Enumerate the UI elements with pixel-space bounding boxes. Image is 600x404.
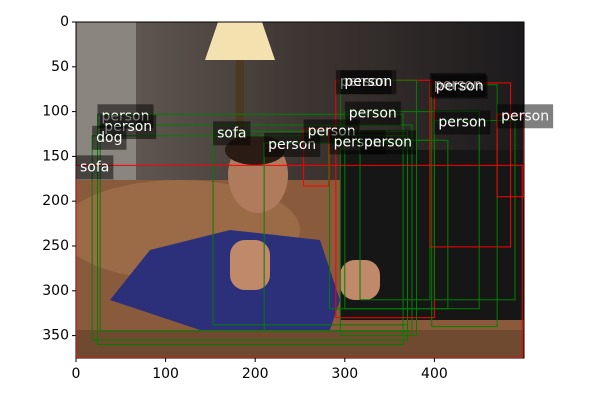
box-label: person: [501, 108, 549, 124]
detection-labels: sofa person person dog sofa person person perso…: [76, 70, 554, 180]
box-label: dog: [96, 130, 122, 146]
label-background: [360, 130, 417, 155]
label-background: [213, 121, 251, 146]
bounding-box: [97, 113, 404, 346]
label-background: [434, 110, 491, 135]
label-background: [340, 70, 397, 95]
box-label: sofa: [217, 125, 246, 141]
x-tick-label: 300: [331, 366, 358, 382]
box-label: person: [344, 74, 392, 90]
y-tick-label: 200: [42, 193, 69, 209]
y-tick-label: 150: [42, 148, 69, 164]
y-tick-label: 0: [60, 14, 69, 30]
y-tick-label: 50: [51, 59, 69, 75]
box-label: person: [364, 134, 412, 150]
box-label: person: [349, 106, 397, 122]
box-label: person: [438, 115, 486, 131]
label-background: [497, 104, 554, 129]
box-label: sofa: [80, 159, 109, 175]
label-background: [344, 101, 401, 126]
label-background: [92, 125, 127, 150]
label-background: [76, 155, 114, 180]
photo: [76, 22, 524, 358]
label-background: [431, 74, 488, 99]
x-tick-label: 100: [152, 366, 179, 382]
bounding-box: [76, 164, 523, 358]
y-tick-label: 350: [42, 328, 69, 344]
bounding-box: [99, 124, 413, 332]
y-tick-label: 250: [42, 238, 69, 254]
box-label: person: [436, 79, 484, 95]
y-tick-label: 100: [42, 104, 69, 120]
x-tick-label: 400: [421, 366, 448, 382]
x-tick-label: 0: [72, 366, 81, 382]
x-tick-label: 200: [242, 366, 269, 382]
y-tick-label: 300: [42, 283, 69, 299]
